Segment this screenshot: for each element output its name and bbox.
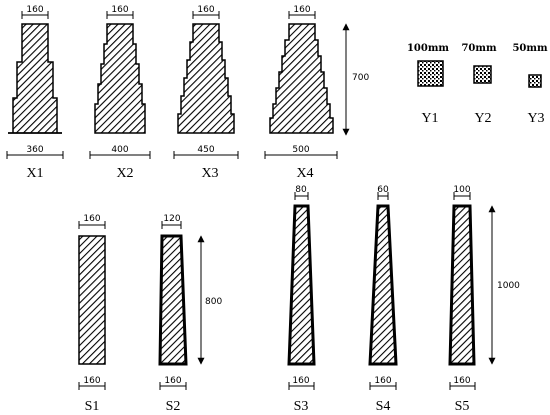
stepped-column-shape xyxy=(177,23,235,134)
bottom-width-value: 160 xyxy=(83,376,100,386)
bottom-dimension xyxy=(264,151,338,159)
top-width-value: 160 xyxy=(197,5,214,15)
top-width-value: 160 xyxy=(111,5,128,15)
bottom-width-value: 160 xyxy=(292,376,309,386)
specimen-s4: 60 160 S4 xyxy=(368,185,398,414)
bottom-dimension xyxy=(449,382,476,390)
bottom-width-value: 500 xyxy=(292,145,309,155)
specimen-label: X1 xyxy=(26,166,43,181)
top-width-value: 160 xyxy=(293,5,310,15)
cube-shape xyxy=(473,65,492,84)
specimen-label: X2 xyxy=(116,166,133,181)
top-dimension xyxy=(161,221,182,229)
top-dimension xyxy=(192,11,220,19)
specimen-label: S5 xyxy=(455,399,470,414)
top-width-value: 60 xyxy=(377,185,389,195)
specimen-label: S2 xyxy=(166,399,181,414)
bottom-width-value: 160 xyxy=(453,376,470,386)
specimen-x3: 160 450 X3 xyxy=(173,5,239,181)
bottom-dimension xyxy=(89,151,151,159)
specimen-label: S1 xyxy=(85,399,100,414)
cube-shape xyxy=(417,60,444,87)
bottom-dimension xyxy=(369,382,397,390)
column-shape xyxy=(287,204,316,366)
specimen-label: X4 xyxy=(296,166,313,181)
specimen-x1: 160 360 X1 xyxy=(6,5,64,181)
top-width-value: 160 xyxy=(83,214,100,224)
bottom-width-value: 400 xyxy=(111,145,128,155)
bottom-width-value: 450 xyxy=(197,145,214,155)
top-dimension xyxy=(21,11,49,19)
bottom-dimension xyxy=(288,382,315,390)
top-dimension xyxy=(78,221,106,229)
column-shape xyxy=(78,235,106,365)
s-height-value-right: 1000 xyxy=(497,281,520,291)
size-label: 100mm xyxy=(407,43,449,54)
specimen-s2: 120 160 S2 xyxy=(158,214,188,414)
specimen-x2: 160 400 X2 xyxy=(89,5,151,181)
bottom-dimension xyxy=(78,382,106,390)
specimen-s3: 80 160 S3 xyxy=(287,185,316,414)
specimen-label: S4 xyxy=(376,399,391,414)
bottom-dimension xyxy=(173,151,239,159)
specimen-y3: 50mm Y3 xyxy=(512,43,547,126)
top-dimension xyxy=(294,192,309,200)
top-width-value: 100 xyxy=(453,185,470,195)
specimen-y1: 100mm Y1 xyxy=(407,43,449,126)
stepped-column-shape xyxy=(269,23,334,134)
bottom-dimension xyxy=(6,151,64,159)
top-dimension xyxy=(377,192,389,200)
top-width-value: 120 xyxy=(163,214,180,224)
cube-shape xyxy=(528,74,542,88)
specimen-label: X3 xyxy=(201,166,218,181)
column-shape xyxy=(448,204,476,366)
specimen-label: S3 xyxy=(294,399,309,414)
specimen-y2: 70mm Y2 xyxy=(461,43,496,126)
bottom-dimension xyxy=(159,382,187,390)
specimen-s5: 100 160 S5 xyxy=(448,185,476,414)
column-shape xyxy=(158,234,188,366)
top-dimension xyxy=(453,192,471,200)
bottom-width-value: 360 xyxy=(26,145,43,155)
x-height-value: 700 xyxy=(352,73,369,83)
stepped-column-shape xyxy=(8,23,62,134)
specimen-label: Y1 xyxy=(421,111,438,126)
top-width-value: 160 xyxy=(26,5,43,15)
bottom-width-value: 160 xyxy=(164,376,181,386)
specimen-label: Y2 xyxy=(474,111,491,126)
top-dimension xyxy=(106,11,134,19)
top-dimension xyxy=(288,11,316,19)
specimen-s1: 160 160 S1 xyxy=(78,214,106,414)
s-height-value-left: 800 xyxy=(205,297,222,307)
size-label: 70mm xyxy=(461,43,496,54)
bottom-width-value: 160 xyxy=(374,376,391,386)
stepped-column-shape xyxy=(94,23,146,134)
specimen-label: Y3 xyxy=(527,111,544,126)
size-label: 50mm xyxy=(512,43,547,54)
column-shape xyxy=(368,204,398,366)
top-width-value: 80 xyxy=(295,185,307,195)
specimen-x4: 160 500 X4 xyxy=(264,5,338,181)
